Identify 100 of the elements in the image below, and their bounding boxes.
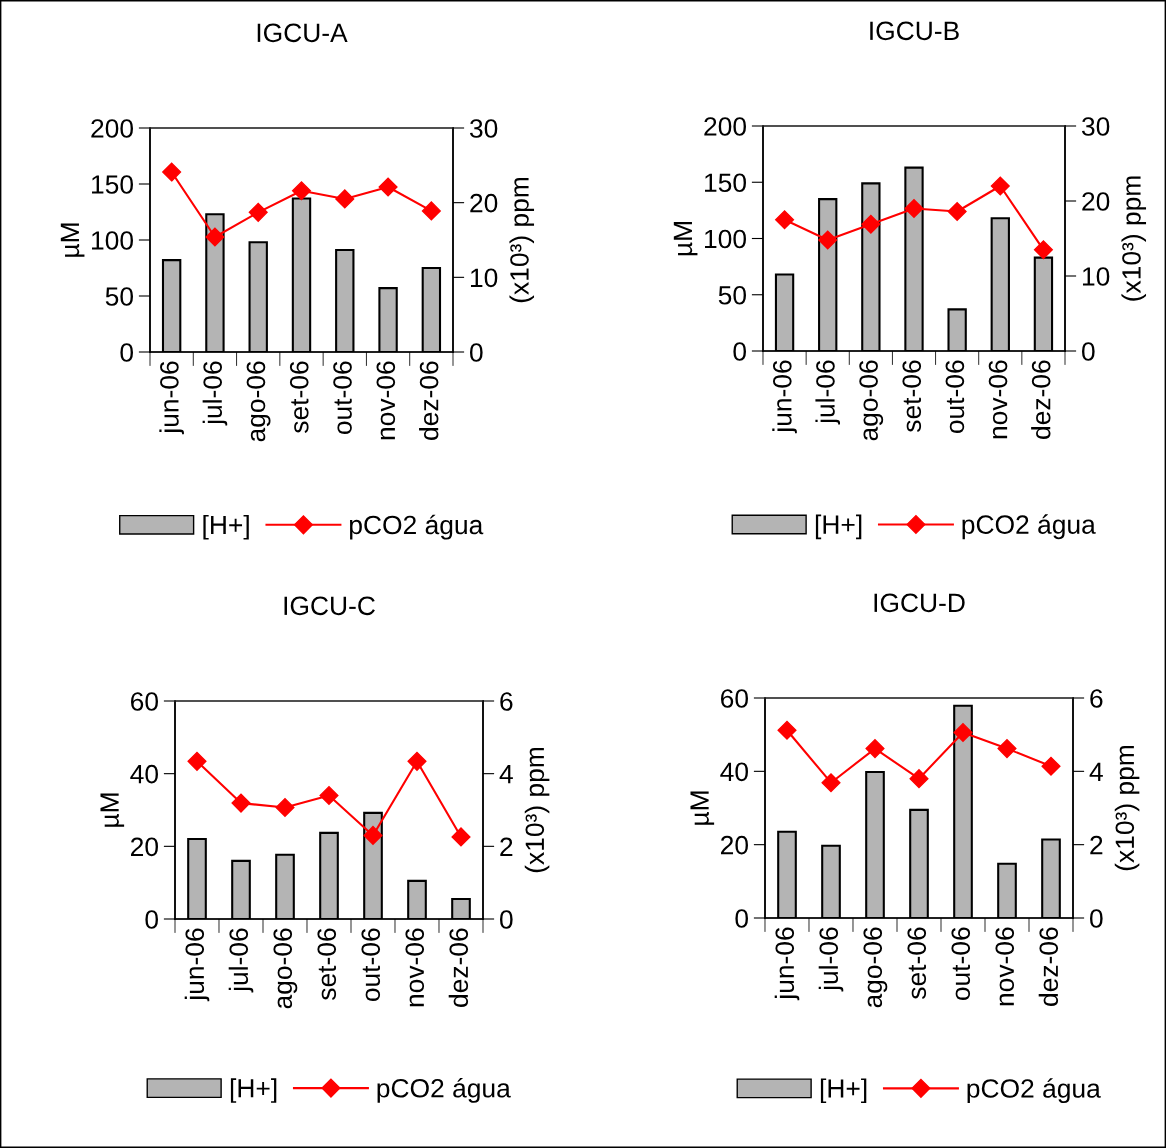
x-tick-label: out-06	[361, 928, 381, 1002]
legend-label: pCO2 água	[377, 1077, 511, 1103]
y2-tick-label: 2	[500, 837, 513, 856]
y-tick-label: 200	[704, 117, 746, 136]
point	[319, 785, 339, 806]
y-tick-label: 150	[92, 175, 133, 194]
y-tick-label: 0	[735, 909, 748, 928]
point	[818, 230, 838, 250]
x-tick-label: nov-06	[405, 928, 425, 1007]
point	[865, 739, 885, 759]
legend-label: pCO2 água	[350, 514, 484, 540]
x-tick-label: out-06	[951, 927, 971, 1001]
point	[997, 739, 1017, 759]
x-tick-label: ago-06	[859, 360, 884, 441]
y2-axis-title: (x10³) ppm	[524, 747, 550, 873]
y-tick-label: 50	[718, 285, 746, 305]
point	[407, 751, 427, 771]
point	[861, 214, 881, 234]
point	[1033, 240, 1053, 260]
y2-tick-label: 0	[470, 343, 483, 362]
point	[275, 797, 295, 817]
y-tick-label: 100	[92, 231, 133, 250]
y2-axis-title: (x10³) ppm	[509, 177, 535, 303]
y2-tick-label: 30	[469, 119, 498, 138]
point	[990, 176, 1010, 196]
point	[421, 201, 441, 221]
y-axis-title: µM	[673, 222, 698, 256]
y-tick-label: 0	[145, 910, 158, 929]
legend-label: pCO2 água	[967, 1078, 1101, 1104]
x-tick-label: dez-06	[1038, 927, 1059, 1006]
y-tick-label: 50	[105, 287, 133, 306]
chart-title: IGCU-C	[284, 596, 375, 616]
legend-label: [H+]	[820, 1078, 867, 1104]
y-tick-label: 60	[131, 692, 158, 711]
x-tick-label: nov-06	[995, 927, 1015, 1006]
x-tick-label: jun-06	[772, 360, 797, 434]
x-tick-label: ago-06	[863, 927, 888, 1008]
x-tick-label: dez-06	[1031, 360, 1051, 439]
y-tick-label: 150	[705, 173, 746, 193]
x-tick-label: jun-06	[774, 927, 800, 1001]
x-tick-label: jul-06	[228, 928, 254, 993]
y2-axis-title: (x10³) ppm	[1114, 745, 1140, 871]
point	[248, 202, 268, 222]
y2-tick-label: 20	[1082, 192, 1110, 211]
point	[777, 720, 797, 740]
legend-label: [H+]	[230, 1078, 277, 1103]
point	[451, 827, 471, 847]
y-tick-label: 100	[705, 229, 746, 249]
point	[162, 162, 182, 182]
y2-tick-label: 4	[499, 765, 513, 784]
chart-title: IGCU-D	[874, 593, 965, 613]
point	[231, 793, 251, 813]
chart-title: IGCU-A	[257, 23, 348, 43]
x-tick-label: dez-06	[419, 361, 439, 440]
point	[947, 201, 967, 222]
x-tick-label: nov-06	[988, 360, 1008, 439]
y-axis-title: µM	[690, 791, 715, 825]
legend-label: [H+]	[815, 514, 862, 540]
y2-tick-label: 0	[1090, 909, 1103, 928]
y2-tick-label: 0	[1082, 342, 1095, 361]
y2-tick-label: 4	[1089, 762, 1103, 781]
y-axis-title: µM	[100, 793, 125, 827]
y2-tick-label: 30	[1081, 117, 1110, 136]
y-tick-label: 40	[720, 762, 748, 782]
x-tick-label: set-06	[289, 361, 309, 433]
point	[909, 769, 929, 789]
point	[953, 722, 973, 743]
point	[187, 751, 207, 771]
y-tick-label: 20	[131, 837, 158, 857]
point	[904, 198, 924, 219]
x-tick-label: jul-06	[202, 361, 228, 426]
x-tick-label: set-06	[902, 360, 922, 432]
legend-label: pCO2 água	[962, 514, 1096, 540]
x-tick-label: out-06	[333, 361, 352, 435]
x-tick-label: jul-06	[815, 360, 841, 425]
y-axis-title: µM	[60, 223, 85, 257]
y-tick-label: 40	[130, 764, 158, 784]
point	[821, 773, 841, 793]
point	[291, 181, 312, 201]
y2-tick-label: 6	[1090, 689, 1103, 708]
point	[205, 227, 225, 247]
point	[335, 189, 355, 209]
x-tick-label: set-06	[317, 928, 337, 1000]
chart-title: IGCU-B	[870, 21, 959, 41]
x-tick-label: nov-06	[376, 361, 396, 440]
point	[363, 825, 383, 845]
x-tick-label: ago-06	[246, 361, 271, 442]
y-tick-label: 0	[120, 343, 133, 362]
x-tick-label: out-06	[945, 360, 965, 434]
y-tick-label: 200	[91, 119, 133, 138]
x-tick-label: dez-06	[448, 928, 469, 1007]
y2-tick-label: 0	[500, 910, 513, 929]
y2-tick-label: 20	[470, 193, 498, 213]
y2-axis-title: (x10³) ppm	[1121, 176, 1147, 301]
x-tick-label: set-06	[907, 927, 927, 999]
x-tick-label: jul-06	[818, 927, 844, 992]
point	[775, 210, 795, 230]
y2-tick-label: 6	[500, 692, 513, 711]
y-tick-label: 60	[721, 689, 748, 708]
y2-tick-label: 2	[1090, 835, 1103, 855]
